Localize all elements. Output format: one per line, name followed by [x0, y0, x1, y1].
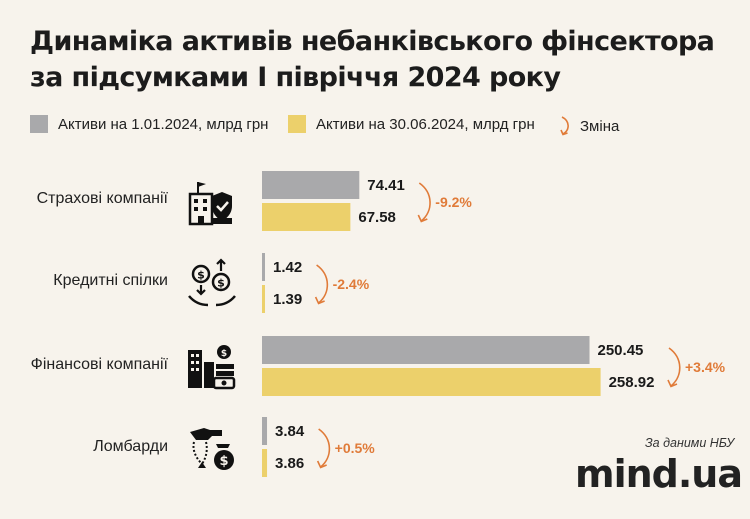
bar-pawnshops-series2	[262, 449, 268, 477]
bar-insurance-series1	[262, 171, 360, 199]
value-label-insurance-series2: 67.58	[358, 209, 396, 226]
category-label-pawnshops: Ломбарди	[93, 438, 168, 455]
svg-text:$: $	[217, 277, 225, 290]
insurance-building-icon	[188, 182, 232, 226]
change-label-pawnshops: +0.5%	[335, 440, 376, 456]
change-arrow-credit-unions	[316, 264, 329, 304]
pawnshop-jewelry-icon: $	[190, 428, 234, 470]
svg-text:$: $	[221, 349, 227, 359]
change-arrowhead-insurance	[417, 214, 428, 223]
legend-item-change: Зміна	[558, 115, 619, 137]
category-label-financial-companies: Фінансові компанії	[30, 356, 168, 373]
bar-credit-unions-series2	[262, 285, 265, 313]
change-arrow-pawnshops	[318, 428, 331, 468]
value-label-pawnshops-series1: 3.84	[275, 423, 305, 440]
change-label-credit-unions: -2.4%	[333, 276, 370, 292]
legend-swatch-gray	[30, 115, 48, 133]
change-arrowhead-pawnshops	[316, 460, 327, 469]
financial-company-buildings-icon: $	[188, 345, 236, 390]
title-line-2: за підсумками І півріччя 2024 року	[30, 62, 561, 93]
category-label-insurance: Страхові компанії	[36, 190, 168, 207]
change-label-insurance: -9.2%	[435, 194, 472, 210]
value-label-pawnshops-series2: 3.86	[275, 455, 304, 472]
title-line-1: Динаміка активів небанківського фінсекто…	[30, 26, 715, 57]
legend-swatch-yellow	[288, 115, 306, 133]
value-label-credit-unions-series2: 1.39	[273, 291, 302, 308]
change-arrow-insurance	[418, 182, 431, 222]
value-label-credit-unions-series1: 1.42	[273, 259, 302, 276]
category-label-credit-unions: Кредитні спілки	[53, 272, 168, 289]
bar-pawnshops-series1	[262, 417, 268, 445]
credit-union-money-hands-icon: $ $	[188, 258, 236, 307]
bar-financial-companies-series2	[262, 368, 601, 396]
source-note: За даними НБУ	[645, 436, 735, 450]
curved-arrow-icon	[560, 116, 569, 136]
svg-text:$: $	[219, 454, 228, 469]
legend-item-series1: Активи на 1.01.2024, млрд грн	[30, 115, 268, 133]
chart-title: Динаміка активів небанківського фінсекто…	[30, 24, 730, 96]
legend-label-change: Зміна	[580, 117, 620, 135]
change-arrow-financial-companies	[668, 347, 681, 387]
bar-credit-unions-series1	[262, 253, 265, 281]
legend-label-series1: Активи на 1.01.2024, млрд грн	[58, 115, 269, 133]
value-label-financial-companies-series2: 258.92	[609, 374, 655, 391]
change-arrowhead-financial-companies	[667, 379, 678, 388]
bar-insurance-series2	[262, 203, 351, 231]
svg-text:$: $	[197, 269, 205, 282]
change-label-financial-companies: +3.4%	[685, 359, 726, 375]
value-label-financial-companies-series1: 250.45	[598, 342, 644, 359]
change-arrowhead-credit-unions	[314, 296, 325, 305]
bar-financial-companies-series1	[262, 336, 590, 364]
mind-ua-logo: mind.ua	[575, 452, 743, 496]
legend-item-series2: Активи на 30.06.2024, млрд грн	[288, 115, 535, 133]
legend-label-series2: Активи на 30.06.2024, млрд грн	[316, 115, 535, 133]
value-label-insurance-series1: 74.41	[367, 177, 405, 194]
